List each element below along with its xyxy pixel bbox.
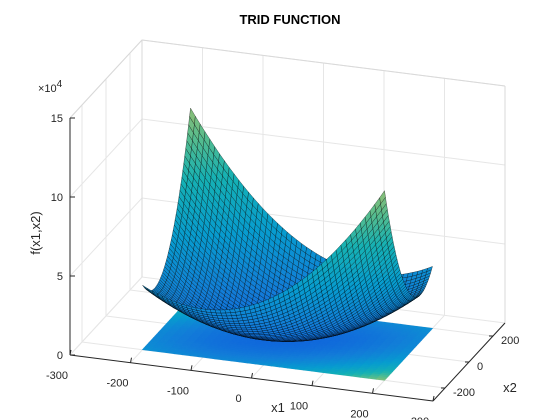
y-tick-label: -200 [453,387,475,399]
x-tick-label: 200 [350,408,368,420]
surface-cell [142,285,149,290]
z-tick-label: 5 [57,271,63,283]
y-axis-label: x2 [503,380,517,395]
z-tick-label: 10 [51,192,63,204]
x-tick-label: 0 [235,393,241,405]
x-tick-label: -100 [167,385,189,397]
y-tick-label: 0 [477,361,483,373]
axes: 0 5 10 15 -300 -200 -100 0 100 200 300 -200 0 200 [46,113,519,420]
x-tick-label: 300 [411,416,429,420]
chart-title: TRID FUNCTION [239,12,340,27]
x-tick-mark [130,357,132,363]
x-tick-mark [69,349,72,356]
z-tick-label: 15 [51,113,63,125]
y-tick-label: 200 [501,335,519,347]
wall-gridline [69,39,506,119]
x-tick-mark [251,372,253,379]
z-exponent-label: ×104 [38,79,63,95]
z-tick-label: 0 [57,350,63,362]
x-tick-mark [311,380,314,386]
wall-gridline [69,118,506,198]
x-axis-label: x1 [271,400,285,415]
x-tick-mark [432,395,435,402]
x-tick-mark [190,365,193,371]
box-edge [69,39,143,119]
box-edge [141,39,506,87]
x-tick-label: 100 [290,401,308,413]
z-axis-label: f(x1,x2) [28,211,43,254]
x-tick-label: -200 [106,378,128,390]
x-tick-mark [372,388,374,394]
surface-mesh [142,107,433,342]
floor-cell [422,326,434,331]
surface-cell [379,190,386,205]
x-tick-label: -300 [46,370,68,382]
